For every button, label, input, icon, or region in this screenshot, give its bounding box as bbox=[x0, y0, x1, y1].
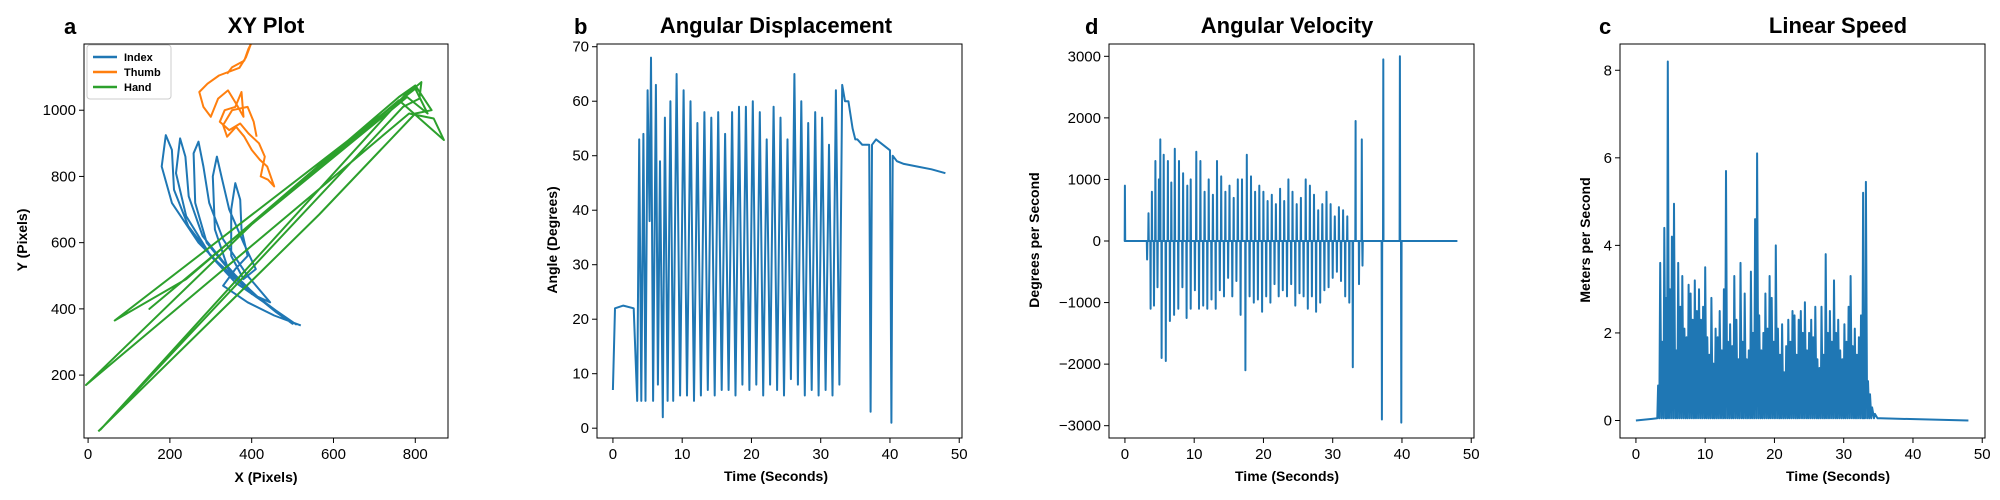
legend-label-thumb: Thumb bbox=[124, 67, 161, 79]
panel-label-c: c bbox=[1599, 14, 1611, 39]
y-tick-label: 1000 bbox=[43, 102, 76, 119]
y-tick-label: 200 bbox=[51, 367, 76, 384]
x-tick-label: 20 bbox=[1255, 446, 1272, 463]
y-tick-label: 0 bbox=[1604, 412, 1612, 429]
panel-label-b: b bbox=[574, 14, 587, 39]
y-axis-label-angular-displacement: Angle (Degrees) bbox=[544, 186, 560, 293]
y-tick-label: 1000 bbox=[1068, 171, 1101, 188]
y-axis-label-angular-velocity: Degrees per Second bbox=[1026, 172, 1042, 307]
plot-area-angular-velocity: 0 10 20 30 40 50 −3000 −2000 −1000 0 1000 2000 3000 bbox=[1059, 43, 1480, 463]
x-axis-label-xy: X (Pixels) bbox=[234, 469, 297, 485]
series-line-hand bbox=[85, 81, 445, 433]
x-tick-label: 800 bbox=[403, 446, 428, 463]
axes-frame bbox=[83, 43, 449, 439]
y-tick-label: −2000 bbox=[1059, 356, 1101, 373]
y-tick-label: 60 bbox=[572, 93, 589, 110]
legend-label-index: Index bbox=[124, 52, 154, 64]
x-tick-label: 50 bbox=[1463, 446, 1480, 463]
x-axis-label-linear-speed: Time (Seconds) bbox=[1786, 468, 1890, 484]
x-tick-label: 40 bbox=[882, 446, 899, 463]
x-tick-label: 10 bbox=[674, 446, 691, 463]
x-tick-label: 10 bbox=[1697, 446, 1714, 463]
x-axis-label-angular-velocity: Time (Seconds) bbox=[1235, 468, 1339, 484]
x-tick-label: 0 bbox=[84, 446, 92, 463]
panel-angular-displacement: b Angular Displacement Time (Seconds) An… bbox=[544, 13, 968, 484]
chart-title-linear-speed: Linear Speed bbox=[1769, 13, 1907, 38]
series-line-angular-displacement bbox=[611, 56, 946, 424]
y-tick-label: 600 bbox=[51, 235, 76, 252]
x-tick-label: 50 bbox=[1974, 446, 1991, 463]
axes-frame bbox=[596, 43, 963, 439]
y-tick-label: 400 bbox=[51, 301, 76, 318]
legend: Index Thumb Hand bbox=[86, 44, 172, 100]
y-tick-label: 4 bbox=[1604, 237, 1612, 254]
y-tick-label: −1000 bbox=[1059, 295, 1101, 312]
x-tick-label: 30 bbox=[1324, 446, 1341, 463]
y-tick-label: 6 bbox=[1604, 150, 1612, 167]
y-tick-label: 2 bbox=[1604, 325, 1612, 342]
y-tick-label: 3000 bbox=[1068, 48, 1101, 65]
x-tick-label: 50 bbox=[951, 446, 968, 463]
panel-label-a: a bbox=[64, 14, 77, 39]
plot-area-linear-speed: 0 10 20 30 40 50 0 2 4 6 8 bbox=[1604, 43, 1991, 463]
y-tick-label: 20 bbox=[572, 311, 589, 328]
x-axis-label-angular-displacement: Time (Seconds) bbox=[724, 468, 828, 484]
panel-xy-plot: a XY Plot X (Pixels) Y (Pixels) 0 200 400 6… bbox=[14, 13, 449, 485]
series-line-angular-velocity bbox=[1123, 55, 1458, 424]
x-tick-label: 30 bbox=[812, 446, 829, 463]
y-tick-label: 0 bbox=[581, 420, 589, 437]
series-line-linear-speed bbox=[1635, 60, 1969, 422]
axes-frame bbox=[1108, 43, 1475, 439]
chart-title-angular-displacement: Angular Displacement bbox=[660, 13, 893, 38]
y-tick-label: 50 bbox=[572, 148, 589, 165]
y-tick-label: 800 bbox=[51, 168, 76, 185]
x-tick-label: 20 bbox=[1766, 446, 1783, 463]
y-tick-label: 70 bbox=[572, 39, 589, 56]
x-tick-label: 600 bbox=[321, 446, 346, 463]
panel-linear-speed: c Linear Speed Time (Seconds) Meters per… bbox=[1577, 13, 1991, 484]
x-tick-label: 40 bbox=[1394, 446, 1411, 463]
x-tick-label: 0 bbox=[1632, 446, 1640, 463]
y-tick-label: 0 bbox=[1093, 233, 1101, 250]
x-tick-label: 20 bbox=[743, 446, 760, 463]
y-tick-label: 40 bbox=[572, 202, 589, 219]
y-tick-label: 2000 bbox=[1068, 110, 1101, 127]
plot-area-xy: 0 200 400 600 800 200 400 600 800 1000 bbox=[43, 43, 449, 463]
x-tick-label: 400 bbox=[239, 446, 264, 463]
y-tick-label: 30 bbox=[572, 257, 589, 274]
series-line-index bbox=[160, 134, 302, 327]
y-tick-label: 10 bbox=[572, 366, 589, 383]
y-axis-label-xy: Y (Pixels) bbox=[14, 209, 30, 272]
legend-box bbox=[86, 44, 172, 100]
panel-angular-velocity: d Angular Velocity Time (Seconds) Degree… bbox=[1026, 13, 1480, 484]
plot-area-angular-displacement: 0 10 20 30 40 50 0 10 20 30 40 50 60 70 bbox=[572, 39, 967, 463]
y-tick-label: −3000 bbox=[1059, 418, 1101, 435]
chart-title-xy: XY Plot bbox=[228, 13, 305, 38]
y-tick-label: 8 bbox=[1604, 62, 1612, 79]
panel-label-d: d bbox=[1085, 14, 1098, 39]
x-tick-label: 10 bbox=[1186, 446, 1203, 463]
x-tick-label: 200 bbox=[157, 446, 182, 463]
x-tick-label: 0 bbox=[609, 446, 617, 463]
x-tick-label: 40 bbox=[1905, 446, 1922, 463]
x-tick-label: 30 bbox=[1835, 446, 1852, 463]
legend-label-hand: Hand bbox=[124, 82, 152, 94]
series-line-thumb bbox=[198, 44, 276, 188]
chart-title-angular-velocity: Angular Velocity bbox=[1201, 13, 1374, 38]
x-tick-label: 0 bbox=[1121, 446, 1129, 463]
axes-frame bbox=[1619, 43, 1986, 439]
y-axis-label-linear-speed: Meters per Second bbox=[1577, 177, 1593, 302]
